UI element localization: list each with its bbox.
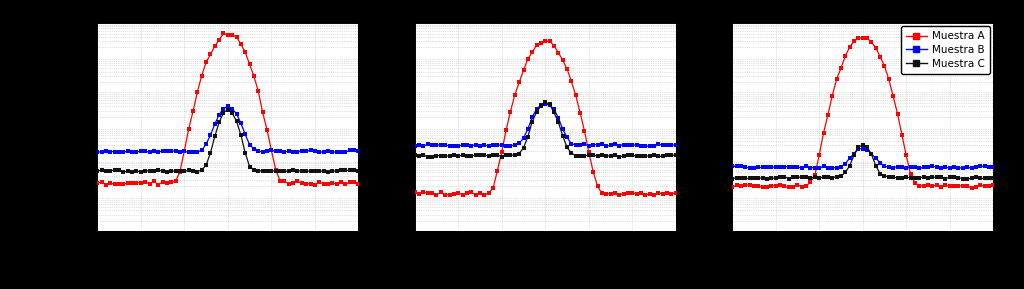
Legend: Muestra A, Muestra B, Muestra C: Muestra A, Muestra B, Muestra C (901, 26, 990, 74)
Y-axis label: BSSRDF / sr⁻¹ m⁻²: BSSRDF / sr⁻¹ m⁻² (378, 86, 387, 168)
Y-axis label: BSSRDF / sr⁻¹ m⁻²: BSSRDF / sr⁻¹ m⁻² (695, 86, 705, 168)
X-axis label: posición / mm: posición / mm (826, 251, 899, 261)
X-axis label: posición / mm: posición / mm (509, 251, 582, 261)
Y-axis label: BSSRDF / sr⁻¹ m⁻²: BSSRDF / sr⁻¹ m⁻² (60, 86, 70, 168)
X-axis label: posición / mm: posición / mm (191, 251, 264, 261)
